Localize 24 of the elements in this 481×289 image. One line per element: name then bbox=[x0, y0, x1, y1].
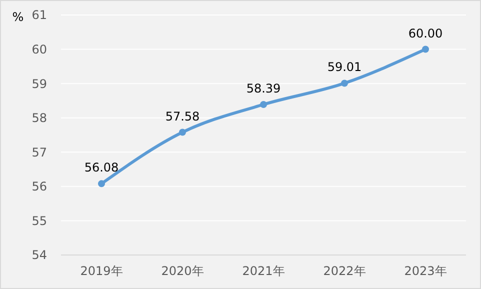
y-tick-label: 55 bbox=[32, 214, 47, 228]
y-tick-label: 57 bbox=[32, 145, 47, 160]
point bbox=[98, 180, 105, 188]
y-tick-label: 60 bbox=[32, 42, 47, 56]
y-tick-label: 61 bbox=[32, 8, 47, 22]
data-label: 60.00 bbox=[408, 26, 443, 40]
point bbox=[179, 128, 186, 136]
y-tick-label: 59 bbox=[32, 76, 47, 91]
data-label: 59.01 bbox=[327, 60, 362, 74]
x-tick-label: 2023年 bbox=[404, 264, 447, 278]
point bbox=[422, 46, 429, 53]
x-tick-label: 2022年 bbox=[323, 264, 366, 278]
y-tick-label: 58 bbox=[32, 111, 47, 126]
y-tick-label: 56 bbox=[32, 180, 47, 194]
data-label: 57.58 bbox=[165, 109, 200, 124]
x-tick-label: 2020年 bbox=[161, 264, 204, 278]
y-tick-label: 54 bbox=[32, 248, 47, 262]
data-label: 56.08 bbox=[84, 160, 119, 175]
data-label: 58.39 bbox=[246, 81, 281, 96]
point bbox=[341, 80, 348, 87]
x-tick-label: 2019年 bbox=[80, 264, 123, 278]
y-axis-title: % bbox=[12, 10, 24, 24]
point bbox=[260, 100, 267, 108]
x-tick-label: 2021年 bbox=[242, 264, 285, 278]
